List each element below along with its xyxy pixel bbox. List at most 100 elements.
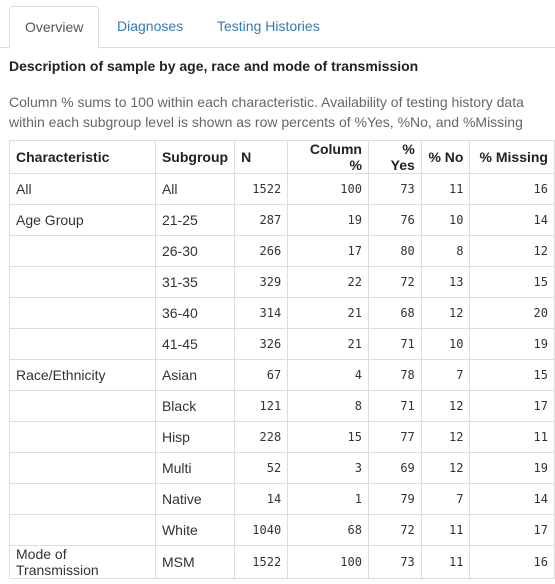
percent-yes-cell: 71 <box>367 328 422 360</box>
header-column-percent: Column % <box>287 140 369 174</box>
tab-bar: Overview Diagnoses Testing Histories <box>0 0 555 49</box>
n-cell: 1040 <box>234 514 289 546</box>
table-row: Mode of Transmission MSM 1522 100 73 11 16 <box>9 545 555 579</box>
sample-description-table: Characteristic Subgroup N Column % % Yes… <box>9 140 555 579</box>
percent-yes-cell: 79 <box>367 483 422 515</box>
n-cell: 326 <box>234 328 289 360</box>
column-percent-cell: 4 <box>287 359 369 391</box>
characteristic-cell: Race/Ethnicity <box>9 359 156 391</box>
column-percent-cell: 19 <box>287 204 369 236</box>
column-percent-cell: 1 <box>287 483 369 515</box>
subgroup-cell: White <box>154 514 236 546</box>
table-row: Multi 52 3 69 12 19 <box>9 452 555 484</box>
column-percent-cell: 15 <box>287 421 369 453</box>
percent-yes-cell: 72 <box>367 266 422 298</box>
column-percent-cell: 68 <box>287 514 369 546</box>
n-cell: 52 <box>234 452 289 484</box>
percent-yes-cell: 78 <box>367 359 422 391</box>
percent-missing-cell: 17 <box>469 514 555 546</box>
n-cell: 314 <box>234 297 289 329</box>
header-percent-no: % No <box>420 140 471 174</box>
n-cell: 329 <box>234 266 289 298</box>
percent-missing-cell: 12 <box>469 235 555 267</box>
section-description: Column % sums to 100 within each charact… <box>9 94 524 130</box>
subgroup-cell: All <box>154 173 236 205</box>
percent-missing-cell: 15 <box>469 266 555 298</box>
characteristic-cell <box>9 452 156 484</box>
characteristic-cell <box>9 390 156 422</box>
section-title: Description of sample by age, race and m… <box>9 58 419 74</box>
percent-missing-cell: 19 <box>469 328 555 360</box>
percent-yes-cell: 69 <box>367 452 422 484</box>
subgroup-cell: 21-25 <box>154 204 236 236</box>
table-row: Hisp 228 15 77 12 11 <box>9 421 555 453</box>
percent-yes-cell: 73 <box>367 173 422 205</box>
characteristic-cell: All <box>9 173 156 205</box>
percent-yes-cell: 77 <box>367 421 422 453</box>
percent-yes-cell: 73 <box>367 545 422 579</box>
percent-yes-cell: 80 <box>367 235 422 267</box>
subgroup-cell: 41-45 <box>154 328 236 360</box>
table-row: Black 121 8 71 12 17 <box>9 390 555 422</box>
characteristic-cell: Age Group <box>9 204 156 236</box>
characteristic-cell <box>9 235 156 267</box>
subgroup-cell: MSM <box>154 545 236 579</box>
n-cell: 1522 <box>234 545 289 579</box>
subgroup-cell: Asian <box>154 359 236 391</box>
n-cell: 14 <box>234 483 289 515</box>
percent-no-cell: 10 <box>420 328 471 360</box>
header-percent-missing: % Missing <box>469 140 555 174</box>
percent-missing-cell: 11 <box>469 421 555 453</box>
table-row: 31-35 329 22 72 13 15 <box>9 266 555 298</box>
percent-missing-cell: 14 <box>469 483 555 515</box>
tab-diagnoses[interactable]: Diagnoses <box>117 18 184 34</box>
tab-overview[interactable]: Overview <box>9 6 99 49</box>
percent-no-cell: 12 <box>420 452 471 484</box>
characteristic-cell <box>9 514 156 546</box>
table-row: Native 14 1 79 7 14 <box>9 483 555 515</box>
percent-yes-cell: 68 <box>367 297 422 329</box>
n-cell: 228 <box>234 421 289 453</box>
percent-yes-cell: 76 <box>367 204 422 236</box>
characteristic-cell: Mode of Transmission <box>9 545 156 579</box>
table-row: Race/Ethnicity Asian 67 4 78 7 15 <box>9 359 555 391</box>
percent-no-cell: 11 <box>420 545 471 579</box>
subgroup-cell: Hisp <box>154 421 236 453</box>
subgroup-cell: 26-30 <box>154 235 236 267</box>
percent-missing-cell: 19 <box>469 452 555 484</box>
subgroup-cell: 36-40 <box>154 297 236 329</box>
percent-no-cell: 7 <box>420 359 471 391</box>
column-percent-cell: 8 <box>287 390 369 422</box>
n-cell: 266 <box>234 235 289 267</box>
percent-no-cell: 8 <box>420 235 471 267</box>
characteristic-cell <box>9 328 156 360</box>
percent-no-cell: 7 <box>420 483 471 515</box>
percent-missing-cell: 17 <box>469 390 555 422</box>
column-percent-cell: 17 <box>287 235 369 267</box>
percent-no-cell: 10 <box>420 204 471 236</box>
subgroup-cell: Native <box>154 483 236 515</box>
table-row: 26-30 266 17 80 8 12 <box>9 235 555 267</box>
percent-no-cell: 13 <box>420 266 471 298</box>
percent-missing-cell: 20 <box>469 297 555 329</box>
tab-testing-histories[interactable]: Testing Histories <box>217 18 320 34</box>
table-row: All All 1522 100 73 11 16 <box>9 173 555 205</box>
table-row: Age Group 21-25 287 19 76 10 14 <box>9 204 555 236</box>
percent-missing-cell: 16 <box>469 545 555 579</box>
column-percent-cell: 100 <box>287 545 369 579</box>
table-row: 41-45 326 21 71 10 19 <box>9 328 555 360</box>
header-percent-yes: % Yes <box>367 140 422 174</box>
percent-no-cell: 11 <box>420 173 471 205</box>
table-header-row: Characteristic Subgroup N Column % % Yes… <box>9 140 555 174</box>
percent-no-cell: 12 <box>420 297 471 329</box>
header-characteristic: Characteristic <box>9 140 156 174</box>
column-percent-cell: 100 <box>287 173 369 205</box>
percent-no-cell: 12 <box>420 421 471 453</box>
n-cell: 1522 <box>234 173 289 205</box>
characteristic-cell <box>9 266 156 298</box>
characteristic-cell <box>9 421 156 453</box>
column-percent-cell: 22 <box>287 266 369 298</box>
percent-yes-cell: 72 <box>367 514 422 546</box>
subgroup-cell: 31-35 <box>154 266 236 298</box>
n-cell: 121 <box>234 390 289 422</box>
